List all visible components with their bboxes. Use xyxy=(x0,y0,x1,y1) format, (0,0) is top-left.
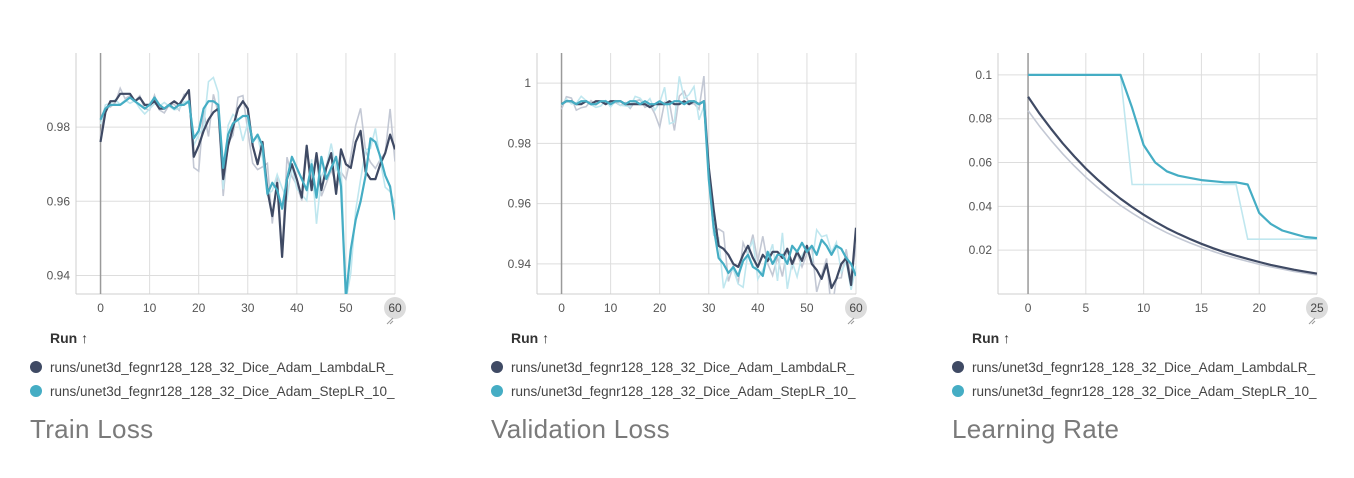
series-raw-line xyxy=(99,76,395,294)
panel-title: Learning Rate xyxy=(952,414,1120,444)
legend-label: runs/unet3d_fegnr128_128_32_Dice_Adam_La… xyxy=(511,359,855,375)
y-tick-label: 0.98 xyxy=(508,136,532,150)
panel-train-loss: 0.94 0.96 0.98 0 10 20 30 40 50 60 Run ↑ runs/une… xyxy=(30,0,450,478)
x-tick-label: 0 xyxy=(1025,301,1032,315)
panel-title: Train Loss xyxy=(30,414,154,444)
legend-item-lambdalr[interactable]: runs/unet3d_fegnr128_128_32_Dice_Adam_La… xyxy=(30,358,395,376)
x-step-badge xyxy=(384,297,406,319)
x-tick-label: 15 xyxy=(1195,301,1209,315)
x-tick-label: 40 xyxy=(290,301,304,315)
panel-validation-loss: 0.94 0.96 0.98 1 0 10 20 30 40 50 60 Run ↑ runs/un… xyxy=(491,0,911,478)
legend-dot-lambdalr xyxy=(952,361,964,373)
y-tick-label: 0.08 xyxy=(969,112,993,126)
series-raw-line xyxy=(1027,110,1317,276)
chart-train-loss[interactable]: 0.94 0.96 0.98 0 10 20 30 40 50 60 xyxy=(30,40,410,325)
panel-learning-rate: 0.02 0.04 0.06 0.08 0.1 0 5 10 15 20 25 Run ↑ runs… xyxy=(952,0,1354,478)
run-sort-header[interactable]: Run ↑ xyxy=(50,330,89,346)
x-tick-label: 20 xyxy=(192,301,206,315)
y-tick-label: 0.96 xyxy=(47,194,71,208)
x-tick-label: 50 xyxy=(339,301,353,315)
legend-label: runs/unet3d_fegnr128_128_32_Dice_Adam_La… xyxy=(50,359,394,375)
resize-handle-icon[interactable] xyxy=(386,317,394,325)
x-tick-label: 20 xyxy=(653,301,667,315)
series-raw-line xyxy=(1028,74,1317,240)
y-tick-label: 0.1 xyxy=(975,68,992,82)
legend-label: runs/unet3d_fegnr128_128_32_Dice_Adam_St… xyxy=(511,383,856,399)
y-tick-label: 0.04 xyxy=(969,199,993,213)
legend-item-steplr[interactable]: runs/unet3d_fegnr128_128_32_Dice_Adam_St… xyxy=(491,382,856,400)
x-step-badge xyxy=(845,297,867,319)
gridlines xyxy=(76,53,396,294)
x-tick-label: 60 xyxy=(849,301,863,315)
legend-dot-steplr xyxy=(952,385,964,397)
y-tick-label: 0.02 xyxy=(969,243,993,257)
resize-handle-icon[interactable] xyxy=(1308,317,1316,325)
y-tick-label: 0.94 xyxy=(47,268,71,282)
legend-item-lambdalr[interactable]: runs/unet3d_fegnr128_128_32_Dice_Adam_La… xyxy=(491,358,856,376)
series-line-lambdalr xyxy=(1027,96,1317,275)
x-tick-label: 10 xyxy=(604,301,618,315)
x-tick-label: 25 xyxy=(1310,301,1324,315)
y-tick-label: 1 xyxy=(524,76,531,90)
legend-dot-steplr xyxy=(30,385,42,397)
resize-handle-icon[interactable] xyxy=(847,317,855,325)
x-step-badge xyxy=(1306,297,1328,319)
plot-area xyxy=(1027,73,1317,276)
x-tick-label: 30 xyxy=(241,301,255,315)
y-tick-label: 0.96 xyxy=(508,197,532,211)
legend-label: runs/unet3d_fegnr128_128_32_Dice_Adam_St… xyxy=(972,383,1317,399)
legend-item-steplr[interactable]: runs/unet3d_fegnr128_128_32_Dice_Adam_St… xyxy=(30,382,395,400)
legend-dot-lambdalr xyxy=(491,361,503,373)
y-tick-label: 0.98 xyxy=(47,120,71,134)
legend-item-steplr[interactable]: runs/unet3d_fegnr128_128_32_Dice_Adam_St… xyxy=(952,382,1318,400)
chart-learning-rate[interactable]: 0.02 0.04 0.06 0.08 0.1 0 5 10 15 20 25 xyxy=(952,40,1332,325)
legend-dot-steplr xyxy=(491,385,503,397)
x-tick-label: 0 xyxy=(97,301,104,315)
run-sort-header[interactable]: Run ↑ xyxy=(511,330,550,346)
x-tick-label: 20 xyxy=(1253,301,1267,315)
gridlines xyxy=(998,53,1318,294)
y-tick-label: 0.94 xyxy=(508,257,532,271)
legend-label: runs/unet3d_fegnr128_128_32_Dice_Adam_La… xyxy=(972,359,1316,375)
x-tick-label: 30 xyxy=(702,301,716,315)
series-line-steplr xyxy=(1028,73,1317,240)
series-line-steplr xyxy=(560,100,856,277)
y-tick-label: 0.06 xyxy=(969,156,993,170)
panel-title: Validation Loss xyxy=(491,414,670,444)
plot-area xyxy=(560,75,856,294)
run-sort-header[interactable]: Run ↑ xyxy=(972,330,1011,346)
x-tick-label: 50 xyxy=(800,301,814,315)
legend-item-lambdalr[interactable]: runs/unet3d_fegnr128_128_32_Dice_Adam_La… xyxy=(952,358,1318,376)
series-line-steplr xyxy=(99,96,395,294)
x-tick-label: 60 xyxy=(388,301,402,315)
legend-label: runs/unet3d_fegnr128_128_32_Dice_Adam_St… xyxy=(50,383,395,399)
x-tick-label: 5 xyxy=(1082,301,1089,315)
x-tick-label: 0 xyxy=(558,301,565,315)
x-tick-label: 10 xyxy=(1137,301,1151,315)
x-tick-label: 40 xyxy=(751,301,765,315)
legend-dot-lambdalr xyxy=(30,361,42,373)
x-tick-label: 10 xyxy=(143,301,157,315)
gridlines xyxy=(537,53,857,294)
plot-area xyxy=(99,76,395,294)
